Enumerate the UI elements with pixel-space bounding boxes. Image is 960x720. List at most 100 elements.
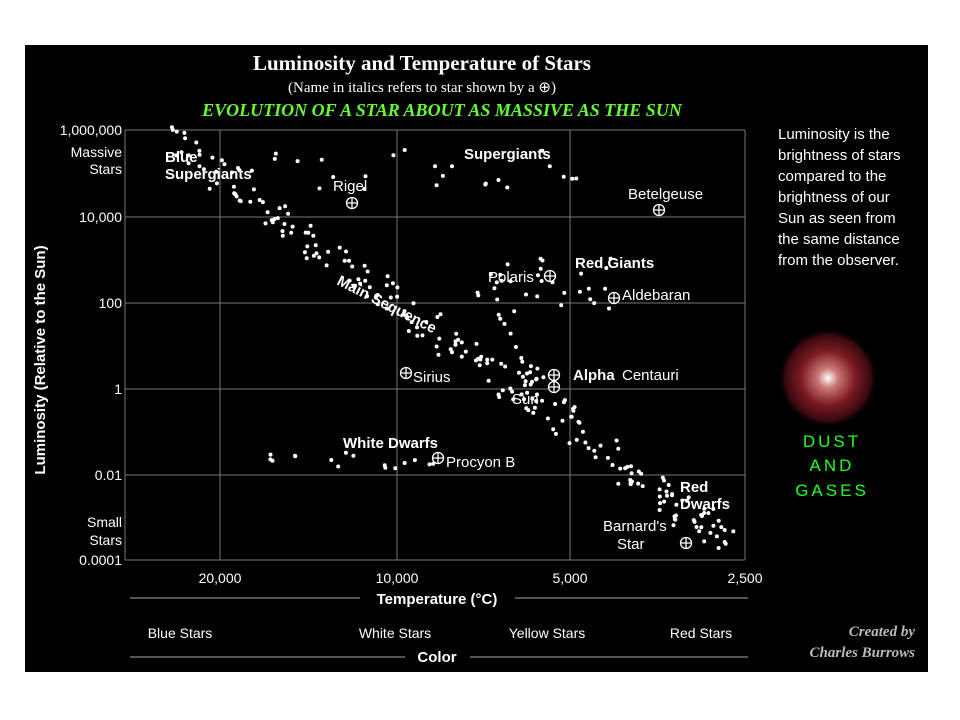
star-dot [402, 461, 407, 465]
star-dot [551, 427, 556, 432]
star-dot [496, 392, 501, 397]
star-dot [434, 183, 439, 188]
star-dot [275, 216, 280, 221]
color-axis-label: Color [417, 649, 456, 666]
star-dot [257, 198, 262, 202]
star-dot [363, 174, 368, 179]
star-dot [508, 279, 513, 284]
star-dot [290, 224, 295, 229]
star-dot [336, 464, 341, 469]
star-dot [574, 437, 579, 442]
star-dot [603, 286, 608, 291]
star-dot [665, 493, 669, 498]
star-dot [545, 416, 550, 421]
star-dot [395, 294, 400, 299]
star-dot [511, 397, 516, 402]
color-label: Red Stars [670, 625, 732, 641]
star-dot [454, 331, 459, 336]
star-name: Star [617, 536, 645, 553]
region-label: Red Giants [575, 255, 654, 272]
star-dot [702, 511, 707, 515]
star-dot [530, 379, 535, 384]
star-dot [539, 279, 544, 283]
region-label: Supergiants [464, 146, 551, 163]
star-dot [520, 359, 525, 364]
y-tick-label: 100 [99, 295, 123, 311]
star-dot [395, 285, 400, 290]
note-line: Luminosity is the [778, 126, 890, 143]
star-dot [479, 354, 484, 359]
star-dot [579, 271, 584, 276]
star-dot [331, 175, 336, 179]
subtitle: (Name in italics refers to star shown by… [288, 80, 556, 96]
heading: EVOLUTION OF A STAR ABOUT AS MASSIVE AS … [201, 100, 683, 120]
star-dot [623, 466, 628, 471]
y-tick-label: 0.01 [95, 467, 122, 483]
title: Luminosity and Temperature of Stars [253, 51, 591, 75]
region-label: White Dwarfs [343, 435, 438, 452]
star-dot [532, 405, 537, 410]
star-dot [390, 281, 395, 286]
star-dot [586, 286, 591, 291]
star-dot [512, 309, 517, 314]
star-dot [658, 501, 662, 506]
star-dot [496, 178, 501, 182]
star-dot [628, 482, 633, 487]
star-dot [251, 187, 256, 192]
star-dot [488, 272, 493, 277]
star-symbol-cross [608, 292, 620, 304]
star-dot [672, 514, 677, 519]
star-dot [347, 258, 351, 263]
star-dot [406, 329, 411, 333]
star-name: Procyon B [446, 454, 515, 471]
color-label: White Stars [359, 625, 431, 641]
note-line: Sun as seen from [778, 210, 896, 227]
star-dot [592, 301, 597, 306]
star-dot [477, 363, 482, 368]
x-axis-label: Temperature (°C) [377, 591, 498, 608]
star-dot [219, 158, 224, 163]
star-symbol-cross [548, 369, 560, 381]
star-dot [570, 176, 575, 181]
star-dot [536, 273, 540, 278]
star-dot [351, 284, 356, 288]
star-dot [525, 371, 529, 376]
star-dot [248, 199, 253, 204]
star-dot [384, 283, 389, 288]
star-dot [553, 402, 558, 406]
star-dot [273, 151, 278, 156]
y-tick-label: 1,000,000 [60, 122, 122, 138]
star-dot [541, 375, 546, 380]
star-dot [317, 255, 322, 260]
star-dot [540, 148, 545, 153]
star-dot [528, 364, 533, 369]
star-dot [362, 186, 367, 191]
star-dot [358, 281, 363, 286]
star-dot [593, 455, 598, 460]
star-dot [604, 266, 609, 270]
star-symbol-cross [548, 381, 560, 393]
star-dot [435, 315, 440, 319]
star-dot [433, 164, 437, 169]
star-symbol-cross [653, 204, 665, 216]
region-label: Supergiants [165, 166, 252, 183]
star-dot [673, 517, 678, 522]
x-tick-label: 10,000 [376, 570, 419, 586]
star-dot [474, 341, 479, 346]
y-axis-label: Luminosity (Relative to the Sun) [32, 245, 49, 474]
y-tick-label: 0.0001 [79, 552, 122, 568]
star-dot [305, 244, 310, 249]
star-dot [499, 361, 504, 366]
note-line: brightness of stars [778, 147, 901, 164]
star-dot [415, 325, 419, 330]
star-dot [295, 159, 300, 164]
star-dot [711, 523, 716, 528]
star-dot [365, 269, 370, 274]
star-name: Aldebaran [622, 287, 690, 304]
star-dot [436, 352, 441, 357]
star-dot [186, 161, 191, 166]
star-dot [450, 164, 454, 169]
star-dot [680, 498, 685, 503]
star-dot [265, 210, 270, 215]
star-dot [197, 148, 202, 153]
